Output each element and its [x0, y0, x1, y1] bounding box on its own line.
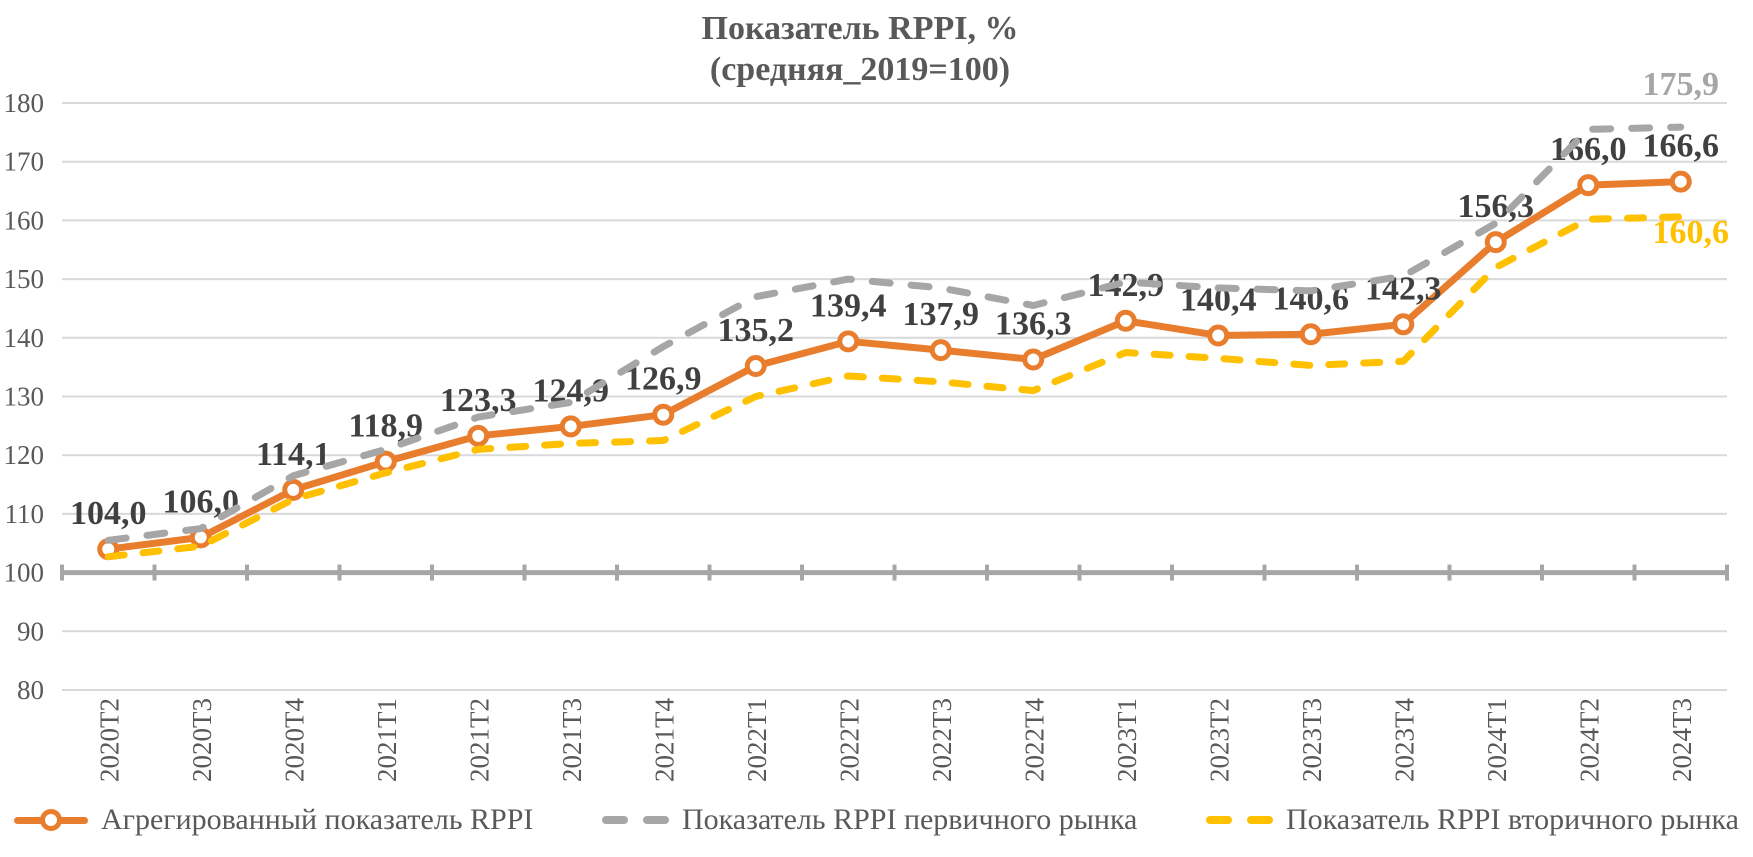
x-tick-label: 2021T1 — [372, 698, 402, 782]
data-point-marker — [837, 330, 860, 353]
secondary-dashed-line-icon — [1206, 816, 1273, 824]
x-tick-label: 2023T3 — [1297, 698, 1327, 782]
x-tick-label: 2024T1 — [1482, 698, 1512, 782]
series-secondary — [104, 213, 1685, 561]
x-tick-label: 2022T2 — [834, 698, 864, 782]
y-tick-label: 130 — [4, 382, 45, 412]
y-tick-label: 120 — [4, 440, 45, 470]
data-point-marker — [282, 478, 305, 501]
data-point-marker — [1392, 313, 1415, 336]
data-point-marker — [559, 415, 582, 438]
x-tick-label: 2020T2 — [94, 698, 124, 782]
data-label: 126,9 — [625, 361, 702, 398]
data-label: 104,0 — [70, 495, 147, 532]
legend-item-secondary: Показатель RPPI вторичного рынка — [1206, 805, 1739, 835]
x-tick-label: 2021T4 — [649, 698, 679, 782]
x-tick-label: 2022T4 — [1019, 698, 1049, 782]
chart-title: Показатель RPPI, % — [701, 10, 1019, 47]
primary-end-label: 175,9 — [1643, 66, 1720, 103]
legend-label-secondary: Показатель RPPI вторичного рынка — [1286, 803, 1739, 836]
legend-label-aggregate: Агрегированный показатель RPPI — [101, 803, 534, 836]
data-point-marker — [652, 403, 675, 426]
legend-item-primary: Показатель RPPI первичного рынка — [602, 805, 1137, 835]
chart-title-block: Показатель RPPI, % (средняя_2019=100) — [0, 8, 1720, 90]
x-tick-label: 2023T2 — [1204, 698, 1234, 782]
chart-legend: Агрегированный показатель RPPI Показател… — [0, 791, 1753, 849]
data-point-marker — [1114, 309, 1137, 332]
x-tick-label: 2020T3 — [187, 698, 217, 782]
x-tick-label: 2023T4 — [1389, 698, 1419, 782]
aggregate-line — [104, 178, 1685, 553]
data-label: 166,0 — [1550, 131, 1627, 168]
y-tick-label: 100 — [4, 558, 45, 588]
secondary-line — [104, 213, 1685, 561]
data-label: 136,3 — [995, 306, 1072, 343]
category-axis — [60, 564, 1729, 581]
primary-dashed-line-icon — [602, 816, 669, 824]
x-tick-label: 2022T3 — [927, 698, 957, 782]
x-tick-label: 2024T2 — [1574, 698, 1604, 782]
y-tick-label: 150 — [4, 264, 45, 294]
x-tick-label: 2024T3 — [1667, 698, 1697, 782]
chart-subtitle: (средняя_2019=100) — [709, 51, 1011, 88]
x-tick-label: 2021T3 — [557, 698, 587, 782]
data-point-marker — [467, 424, 490, 447]
data-label: 142,3 — [1365, 270, 1442, 307]
y-tick-label: 90 — [17, 616, 44, 646]
data-label: 123,3 — [440, 382, 517, 419]
x-tick-label: 2021T2 — [464, 698, 494, 782]
data-point-marker — [374, 450, 397, 473]
series-primary — [104, 123, 1685, 544]
x-axis-labels: 2020T2 2020T3 2020T4 2021T1 2021T2 2021T3 2021… — [94, 698, 1697, 782]
data-label: 137,9 — [903, 296, 980, 333]
data-point-marker — [1669, 170, 1692, 193]
data-point-marker — [1577, 174, 1600, 197]
y-tick-label: 110 — [5, 499, 45, 529]
data-label: 114,1 — [256, 436, 331, 473]
y-tick-label: 80 — [17, 675, 44, 705]
data-label: 139,4 — [810, 287, 887, 324]
aggregate-line-marker-icon — [14, 808, 88, 832]
x-tick-label: 2020T4 — [279, 698, 309, 782]
primary-line — [104, 123, 1685, 544]
data-point-marker — [744, 354, 767, 377]
legend-label-primary: Показатель RPPI первичного рынка — [682, 803, 1138, 836]
data-point-marker — [1299, 323, 1322, 346]
data-point-marker — [1207, 324, 1230, 347]
y-tick-label: 160 — [4, 205, 45, 235]
data-point-marker — [929, 339, 952, 362]
x-tick-label: 2023T1 — [1112, 698, 1142, 782]
legend-item-aggregate: Агрегированный показатель RPPI — [14, 805, 533, 835]
y-axis-labels: 180 170 160 150 140 130 120 110 100 90 80 — [4, 88, 45, 705]
series-aggregate — [97, 170, 1692, 561]
y-tick-label: 170 — [4, 147, 45, 177]
x-tick-label: 2022T1 — [742, 698, 772, 782]
y-tick-label: 180 — [4, 88, 45, 118]
data-label: 166,6 — [1643, 128, 1720, 165]
y-tick-label: 140 — [4, 323, 45, 353]
data-label: 135,2 — [718, 312, 795, 349]
secondary-end-label: 160,6 — [1653, 214, 1730, 251]
data-point-marker — [1484, 231, 1507, 254]
data-point-marker — [1022, 348, 1045, 371]
